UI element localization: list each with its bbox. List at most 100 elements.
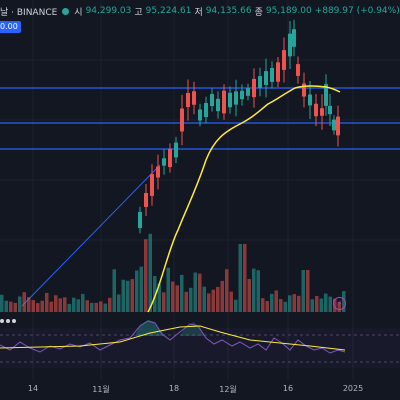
candle-body: [324, 84, 328, 106]
x-tick: 16: [282, 384, 294, 393]
volume-bar: [261, 298, 265, 312]
x-tick: 18: [168, 384, 180, 393]
rsi-fill-2: [180, 322, 205, 336]
symbol-label: 날 · BINANCE: [0, 7, 58, 18]
candle-body: [192, 91, 196, 105]
volume-bar: [54, 295, 58, 312]
volume-bar: [207, 293, 211, 312]
volume-bar: [81, 293, 85, 312]
candle-body: [174, 142, 178, 158]
volume-bar: [4, 300, 8, 312]
x-tick: 12월: [219, 385, 237, 394]
lightning-icon[interactable]: ⚡: [333, 297, 346, 310]
rsi-pane: [0, 320, 400, 368]
x-tick: 14: [27, 384, 39, 393]
volume-bar: [166, 267, 170, 312]
volume-bar: [135, 270, 139, 312]
volume-bar: [117, 294, 121, 312]
candle-body: [252, 78, 256, 98]
volume-bar: [225, 269, 229, 312]
rsi-dot-icon: [6, 319, 10, 323]
volume-bar: [130, 279, 134, 312]
candle-body: [276, 62, 280, 82]
volume-bar: [256, 270, 260, 312]
price-badge[interactable]: 0.00: [0, 21, 21, 33]
trend-line[interactable]: [21, 164, 161, 307]
grid: [0, 0, 400, 380]
candle-body: [186, 93, 190, 107]
volume-bar: [36, 303, 40, 312]
volume-bar: [328, 296, 332, 312]
volume-bar: [63, 297, 67, 312]
candle-body: [320, 108, 324, 116]
volume-bar: [27, 297, 31, 312]
candle-body: [308, 94, 312, 106]
volume-bar: [171, 281, 175, 312]
high-label: 고: [134, 7, 143, 18]
volume-bar: [180, 274, 184, 312]
volume-bar: [90, 302, 94, 312]
volume-bar: [67, 303, 71, 312]
volume-bar: [175, 285, 179, 312]
volume-bar: [301, 270, 305, 312]
candle-body: [168, 148, 172, 168]
volume-bar: [306, 270, 310, 312]
candle-body: [314, 103, 318, 117]
volume-bar: [319, 298, 323, 312]
candle-body: [210, 94, 214, 106]
volume-bar: [126, 280, 130, 312]
volume-bar: [292, 294, 296, 312]
rsi-signal-line: [0, 325, 346, 351]
volume-bar: [18, 296, 22, 312]
volume-bar: [315, 296, 319, 312]
volume-bar: [193, 272, 197, 312]
volume-bar: [94, 302, 98, 312]
volume-bar: [153, 276, 157, 312]
candle-body: [228, 92, 232, 108]
volume-bar: [274, 290, 278, 312]
volume-bar: [157, 283, 161, 312]
volume-bar: [58, 298, 62, 312]
volume-bar: [229, 291, 233, 312]
x-tick: 11월: [92, 385, 110, 394]
candle-body: [138, 211, 142, 229]
close-label: 종: [254, 7, 263, 18]
rsi-dot-icon: [0, 319, 4, 323]
candle-body: [222, 90, 226, 114]
candle-body: [264, 71, 268, 85]
candle-body: [240, 90, 244, 100]
moving-average-line: [147, 85, 341, 313]
volume-bar: [31, 300, 35, 312]
volume-bar: [121, 279, 125, 312]
candle-body: [162, 158, 166, 166]
volume-bar: [148, 233, 152, 312]
volume-bar: [297, 295, 301, 312]
volume-bar: [49, 301, 53, 312]
candle-body: [288, 33, 292, 57]
low-value: 94,135.66: [205, 6, 252, 16]
candle-body: [246, 88, 250, 96]
candle-body: [204, 102, 208, 118]
volume-bar: [234, 299, 238, 312]
change-value: +889.97 (+0.94%): [314, 6, 400, 16]
candle-body: [180, 108, 184, 132]
candle-body: [150, 174, 154, 196]
volume-bar: [108, 297, 112, 312]
volume-bar: [283, 301, 287, 312]
x-tick: 2025: [342, 384, 364, 393]
candle-body: [332, 119, 336, 131]
volume-bar: [9, 301, 13, 312]
candle-body: [258, 76, 262, 88]
candle-body: [296, 64, 300, 76]
volume-bar: [184, 291, 188, 312]
volume-bar: [279, 299, 283, 312]
candle-body: [156, 166, 160, 178]
volume-bar: [40, 300, 44, 312]
volume-bar: [13, 302, 17, 312]
volume-bar: [238, 244, 242, 312]
volume-bar: [189, 287, 193, 312]
low-label: 저: [194, 7, 203, 18]
volume-bar: [247, 278, 251, 312]
candle-body: [198, 109, 202, 121]
